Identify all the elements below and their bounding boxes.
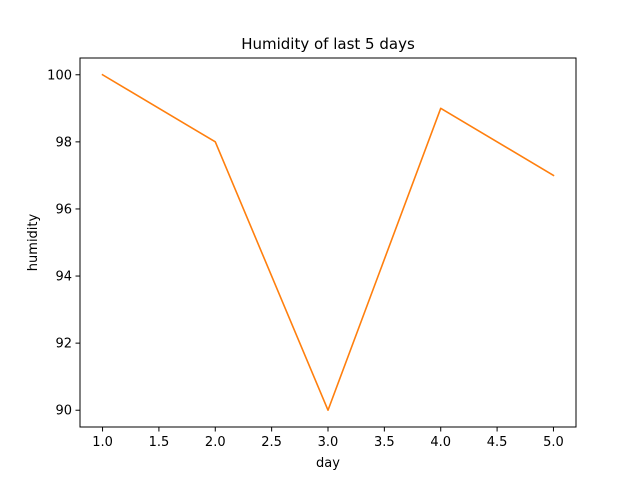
y-tick-label: 96 bbox=[55, 202, 72, 217]
x-tick-label: 2.0 bbox=[205, 435, 226, 450]
x-tick-label: 1.5 bbox=[149, 435, 170, 450]
x-tick-label: 5.0 bbox=[543, 435, 564, 450]
series-layer bbox=[101, 73, 555, 412]
y-tick-label: 98 bbox=[55, 135, 72, 150]
plot-frame bbox=[79, 57, 577, 428]
series-line bbox=[101, 73, 555, 412]
x-tick-label: 1.0 bbox=[92, 435, 113, 450]
y-tick-label: 92 bbox=[55, 337, 72, 352]
chart-title: Humidity of last 5 days bbox=[241, 35, 415, 53]
x-tick-label: 4.5 bbox=[487, 435, 508, 450]
y-tick-label: 100 bbox=[47, 68, 72, 83]
x-tick-label: 2.5 bbox=[261, 435, 282, 450]
x-axis-label: day bbox=[316, 456, 340, 471]
x-tick-label: 3.5 bbox=[374, 435, 395, 450]
x-tick-label: 4.0 bbox=[430, 435, 451, 450]
x-tick-label: 3.0 bbox=[318, 435, 339, 450]
y-tick-label: 90 bbox=[55, 404, 72, 419]
y-axis-label: humidity bbox=[26, 213, 41, 271]
ticks-layer: 1.0 1.5 2.0 2.5 3.0 3.5 4.0 4.5 5.0 90 92 94 96 98 100 bbox=[47, 68, 564, 450]
y-tick-label: 94 bbox=[55, 270, 72, 285]
